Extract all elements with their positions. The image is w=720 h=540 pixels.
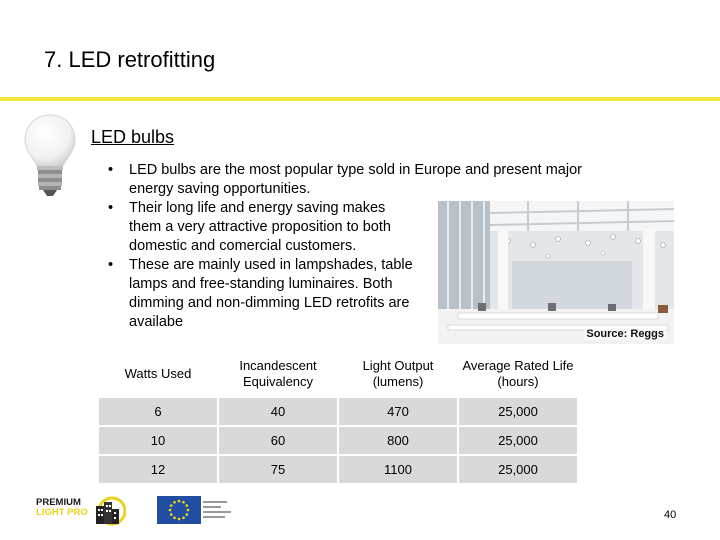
table-cell: 800 (338, 426, 459, 456)
building-icon (96, 496, 126, 526)
led-bulb-icon (24, 114, 76, 196)
bullet-list: LED bulbs are the most popular type sold… (104, 161, 594, 332)
premium-light-pro-logo: PREMIUM LIGHT PRO (32, 494, 128, 526)
title-divider (0, 97, 720, 101)
column-header: Watts Used (99, 352, 219, 398)
column-header: Incandescent Equivalency (218, 352, 339, 398)
page-number: 40 (664, 509, 677, 521)
bullet-item: LED bulbs are the most popular type sold… (104, 161, 594, 199)
table-cell: 75 (218, 455, 339, 485)
section-heading: LED bulbs (91, 127, 175, 147)
table-cell: 60 (218, 426, 339, 456)
table-cell: 12 (99, 455, 219, 485)
bullet-item: Their long life and energy saving makes … (104, 199, 419, 256)
table-row: 12 75 1100 25,000 (99, 455, 579, 485)
table-cell: 40 (218, 397, 339, 427)
table-row: 6 40 470 25,000 (99, 397, 579, 427)
table-cell: 6 (99, 397, 219, 427)
table-header-row: Watts Used Incandescent Equivalency Ligh… (99, 352, 579, 398)
column-header: Light Output (lumens) (338, 352, 459, 398)
column-header: Average Rated Life (hours) (458, 352, 579, 398)
slide-title: 7. LED retrofitting (44, 47, 216, 72)
table-cell: 25,000 (458, 397, 579, 427)
table-cell: 25,000 (458, 426, 579, 456)
led-comparison-table: Watts Used Incandescent Equivalency Ligh… (99, 352, 579, 485)
logo-text-premium: PREMIUM (36, 497, 81, 508)
logo-text-light-pro: LIGHT PRO (36, 507, 88, 518)
bullet-item: These are mainly used in lampshades, tab… (104, 256, 429, 332)
table-cell: 25,000 (458, 455, 579, 485)
table-cell: 470 (338, 397, 459, 427)
image-source-caption: Source: Reggs (584, 328, 666, 340)
eu-funding-caption (203, 498, 233, 524)
office-lighting-photo: Source: Reggs (438, 201, 674, 344)
table-cell: 1100 (338, 455, 459, 485)
table-cell: 10 (99, 426, 219, 456)
eu-flag-icon (157, 496, 201, 524)
table-row: 10 60 800 25,000 (99, 426, 579, 456)
